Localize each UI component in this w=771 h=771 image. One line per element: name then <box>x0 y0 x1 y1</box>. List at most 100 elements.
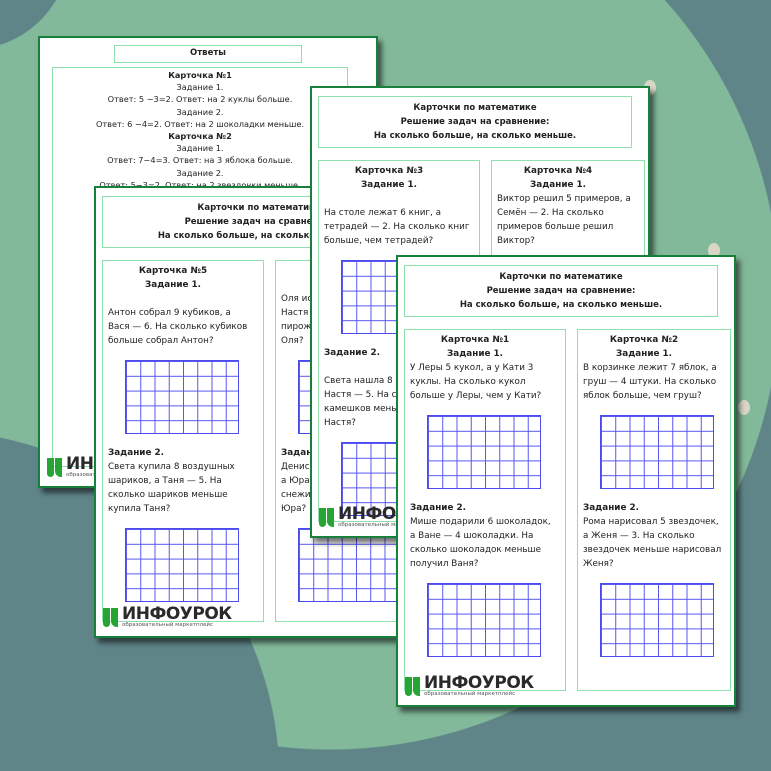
task-2-text-line: Денис вы <box>281 462 325 472</box>
task-1-text-line: Настя — <box>281 308 320 318</box>
answer-grid <box>125 360 239 434</box>
task-1-text-line: яблок больше, чем груш? <box>583 391 702 401</box>
answer-grid <box>600 583 714 657</box>
card-title: Карточка №4 <box>523 166 593 176</box>
header-subtitle: Решение задач на сравнение: <box>184 217 334 227</box>
task-2-text-line: а Юра — <box>281 476 322 486</box>
task-1-text-line: куклы. На сколько кукол <box>410 377 526 387</box>
task-1-text-line: больше, чем тетрадей? <box>324 236 434 246</box>
task-1-text-line: больше собрал Антон? <box>108 336 214 346</box>
task-1-label: Задание 1. <box>616 349 672 359</box>
task-1-text-line: Виктор? <box>497 236 535 246</box>
task-2-label: Задание 2. <box>583 503 639 513</box>
task-1-text-line: В корзинке лежит 7 яблок, а <box>583 363 717 373</box>
task-1-text-line: Оля? <box>281 336 304 346</box>
task-1-text-line <box>108 292 258 306</box>
logo-leaf-icon <box>405 676 421 696</box>
task-1-text-line: У Леры 5 кукол, а у Кати 3 <box>410 363 534 373</box>
card-title: Карточка №5 <box>138 266 208 276</box>
task-1-text-line: На столе лежат 6 книг, а <box>324 208 442 218</box>
task-1-text-line: груш — 4 штуки. На сколько <box>583 377 717 387</box>
card-title: Карточка №1 <box>440 335 510 345</box>
task-1-text-line <box>324 192 474 206</box>
header-subtitle: На сколько больше, на сколько меньше. <box>157 231 361 241</box>
task-1-label: Задание 1. <box>145 280 201 290</box>
logo-word: ИНФОУРОК <box>122 604 232 624</box>
task-1-text-line: Вася — 6. На сколько кубиков <box>108 322 248 332</box>
task-1-text-line: тетрадей — 2. На сколько книг <box>324 222 470 232</box>
task-2-text-line: Юра? <box>281 504 307 514</box>
task-1-text-line: примеров больше решил <box>497 222 614 232</box>
task-2-text-line: а Ване — 4 шоколадки. На <box>410 531 534 541</box>
worksheet-header: Карточки по математике Решение задач на с… <box>404 265 718 317</box>
logo-leaf-icon <box>319 507 335 527</box>
logo-word: ИНФОУРОК <box>424 673 534 693</box>
header-title: Карточки по математике <box>413 103 537 113</box>
answer-grid <box>298 528 412 602</box>
answer-grid <box>427 415 541 489</box>
answer-line: Ответ: 5 −3=2. Ответ: на 2 куклы больше. <box>107 94 293 105</box>
task-1-label: Задание 1. <box>361 180 417 190</box>
task-2-label: Задание <box>281 448 325 458</box>
task-card: Карточка №5 Задание 1. Антон собрал 9 куб… <box>102 260 264 622</box>
header-subtitle: На сколько больше, на сколько меньше. <box>459 300 663 310</box>
answer-line: Задание 1. <box>176 82 224 93</box>
task-2-text-line: сколько шариков меньше <box>108 490 228 500</box>
logo-subtitle: образовательный маркетплейс <box>338 522 430 528</box>
task-2-text-line: Настя — 5. На ск <box>324 390 402 400</box>
task-2-label: Задание 2. <box>324 348 380 358</box>
decor-dot <box>708 243 720 258</box>
task-2-label: Задание 2. <box>410 503 466 513</box>
worksheet-header: Карточки по математике Решение задач на с… <box>318 96 632 148</box>
task-1-text-line: Виктор решил 5 примеров, а <box>497 194 631 204</box>
logo-leaf-icon <box>103 607 119 627</box>
task-2-text-line: снежино <box>281 490 322 500</box>
decor-dot <box>738 400 750 415</box>
answer-line: Задание 1. <box>176 143 224 154</box>
answers-title: Ответы <box>114 45 302 63</box>
logo-subtitle: образовательный маркетплейс <box>424 691 516 697</box>
task-card: Карточка №2 Задание 1. В корзинке лежит 7 … <box>577 329 731 691</box>
logo-leaf-icon <box>47 457 63 477</box>
answer-line: Ответ: 7−4=3. Ответ: на 3 яблока больше. <box>107 155 293 166</box>
task-1-text-line: Антон собрал 9 кубиков, а <box>108 308 231 318</box>
task-1-label: Задание 1. <box>447 349 503 359</box>
task-1-label: Задание 1. <box>530 180 586 190</box>
header-subtitle: Решение задач на сравнение: <box>400 117 550 127</box>
header-title: Карточки по математике <box>499 272 623 282</box>
logo-subtitle: образовательный маркетплейс <box>122 622 214 628</box>
answer-line: Задание 2. <box>176 167 224 178</box>
answer-grid <box>427 583 541 657</box>
header-subtitle: На сколько больше, на сколько меньше. <box>373 131 577 141</box>
task-2-text-line: Мише подарили 6 шоколадок, <box>410 517 551 527</box>
task-1-text-line: пирожко <box>281 322 323 332</box>
task-2-label: Задание 2. <box>108 448 164 458</box>
task-2-text-line: камешков мень <box>324 404 397 414</box>
card-title: Карточка №2 <box>609 335 679 345</box>
task-2-text-line: Настя? <box>324 418 356 428</box>
answer-line: Ответ: 6 −4=2. Ответ: на 2 шоколадки мен… <box>95 118 305 129</box>
task-2-text-line: купила Таня? <box>108 504 171 514</box>
card-title: Карточка №3 <box>354 166 424 176</box>
answer-line: Задание 2. <box>176 106 224 117</box>
task-2-text-line: получил Ваня? <box>410 559 479 569</box>
task-2-text-line: Света купила 8 воздушных <box>108 462 235 472</box>
task-2-text-line: а Женя — 3. На сколько <box>583 531 695 541</box>
task-1-text-line: Оля испе <box>281 294 324 304</box>
task-card: Карточка №1 Задание 1. У Леры 5 кукол, а у… <box>404 329 566 691</box>
task-2-text-line: Женя? <box>583 559 614 569</box>
task-2-text-line: звездочек меньше нарисовал <box>583 545 722 555</box>
answer-line: Ответ: 5−3=2. Ответ: на 2 звездочки мень… <box>99 179 301 190</box>
task-1-text-line: больше у Леры, чем у Кати? <box>410 391 542 401</box>
task-2-text-line: шариков, а Таня — 5. На <box>108 476 222 486</box>
answer-grid <box>125 528 239 602</box>
answer-card-title: Карточка №1 <box>168 70 232 80</box>
task-1-text-line: Семён — 2. На сколько <box>497 208 604 218</box>
answer-grid <box>600 415 714 489</box>
header-subtitle: Решение задач на сравнение: <box>486 286 636 296</box>
answer-card-title: Карточка №2 <box>168 131 232 142</box>
